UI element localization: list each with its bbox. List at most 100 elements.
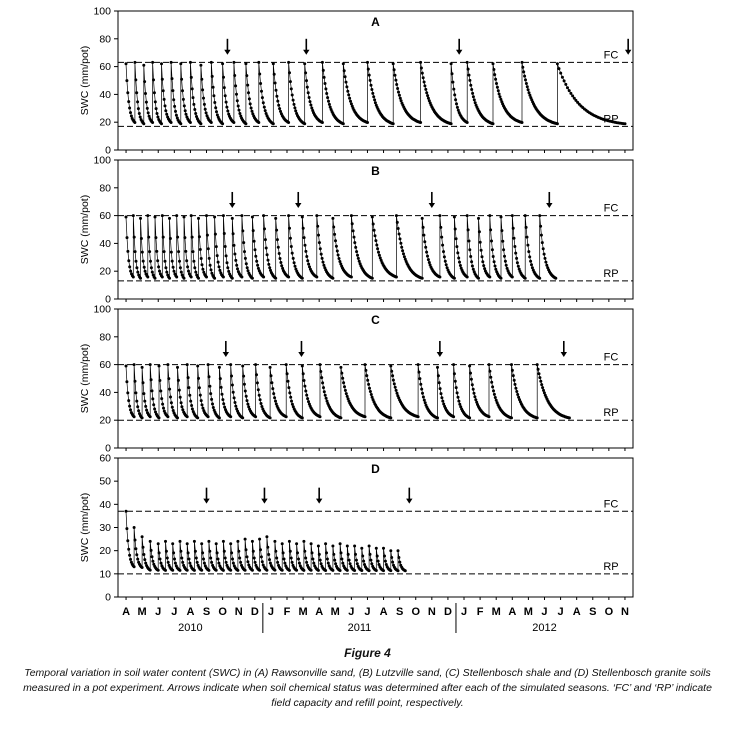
month-tick-label: O bbox=[411, 606, 420, 618]
fc-label: FC bbox=[604, 49, 619, 61]
panel-label: C bbox=[371, 313, 380, 327]
month-tick-label: F bbox=[477, 606, 484, 618]
month-tick-label: J bbox=[155, 606, 161, 618]
y-tick-label: 80 bbox=[99, 33, 111, 45]
month-tick-label: J bbox=[171, 606, 177, 618]
panel-label: B bbox=[371, 164, 380, 178]
month-tick-label: S bbox=[396, 606, 403, 618]
month-tick-label: S bbox=[203, 606, 210, 618]
plot-frame bbox=[117, 457, 634, 598]
y-tick-label: 20 bbox=[99, 415, 111, 427]
figure-title: Figure 4 bbox=[344, 646, 391, 660]
y-tick-label: 60 bbox=[99, 359, 111, 371]
y-tick-label: 80 bbox=[99, 331, 111, 343]
month-tick-label: A bbox=[508, 606, 516, 618]
year-label: 2012 bbox=[532, 622, 556, 634]
sampling-arrows bbox=[229, 191, 553, 208]
fc-label: FC bbox=[604, 203, 619, 215]
y-tick-label: 40 bbox=[99, 499, 111, 511]
month-tick-label: J bbox=[558, 606, 564, 618]
swc-series-points bbox=[124, 60, 627, 126]
y-tick-label: 100 bbox=[93, 304, 111, 316]
year-label: 2010 bbox=[178, 622, 202, 634]
rp-label: RP bbox=[603, 407, 618, 419]
year-label: 2011 bbox=[348, 622, 372, 634]
y-axis-title: SWC (mm/pot) bbox=[79, 344, 91, 413]
swc-series-line bbox=[125, 215, 556, 280]
sampling-arrows bbox=[222, 340, 567, 357]
y-axis-title: SWC (mm/pot) bbox=[79, 195, 91, 264]
swc-series-line bbox=[125, 62, 626, 125]
fc-label: FC bbox=[604, 498, 619, 510]
month-tick-label: J bbox=[461, 606, 467, 618]
y-tick-label: 60 bbox=[99, 453, 111, 465]
month-tick-label: M bbox=[492, 606, 501, 618]
y-tick-label: 20 bbox=[99, 266, 111, 278]
month-tick-label: M bbox=[331, 606, 340, 618]
y-tick-label: 0 bbox=[105, 145, 111, 156]
panel-label: A bbox=[371, 15, 380, 29]
y-tick-label: 40 bbox=[99, 387, 111, 399]
month-tick-label: F bbox=[284, 606, 291, 618]
y-tick-label: 100 bbox=[93, 6, 111, 18]
caption-line-1: Temporal variation in soil water content… bbox=[24, 667, 711, 679]
month-tick-label: O bbox=[605, 606, 614, 618]
figure-caption: Figure 4 Temporal variation in soil wate… bbox=[0, 646, 735, 712]
month-tick-label: M bbox=[138, 606, 147, 618]
month-tick-label: N bbox=[621, 606, 629, 618]
month-tick-label: J bbox=[364, 606, 370, 618]
month-tick-label: M bbox=[524, 606, 533, 618]
sampling-arrows bbox=[203, 487, 413, 504]
y-tick-label: 0 bbox=[105, 592, 111, 603]
month-tick-label: A bbox=[122, 606, 130, 618]
month-tick-label: N bbox=[428, 606, 436, 618]
plot-frame bbox=[117, 308, 634, 449]
month-tick-label: D bbox=[251, 606, 259, 618]
rp-label: RP bbox=[603, 268, 618, 280]
month-tick-label: A bbox=[186, 606, 194, 618]
y-tick-label: 20 bbox=[99, 117, 111, 129]
panel-d-chart: FC RP 0 10 20 30 40 50 60 SWC (mm/pot) D bbox=[79, 453, 634, 603]
y-tick-label: 30 bbox=[99, 522, 111, 534]
y-tick-label: 40 bbox=[99, 89, 111, 101]
caption-line-2: measured in a pot experiment. Arrows ind… bbox=[23, 682, 712, 695]
month-tick-label: N bbox=[235, 606, 243, 618]
y-tick-label: 60 bbox=[99, 61, 111, 73]
month-tick-label: J bbox=[348, 606, 354, 618]
y-tick-label: 0 bbox=[105, 443, 111, 454]
swc-series-points bbox=[124, 214, 558, 280]
month-tick-label: A bbox=[315, 606, 323, 618]
y-tick-label: 80 bbox=[99, 182, 111, 194]
caption-line-3: field capacity and refill point, respect… bbox=[271, 697, 464, 710]
y-tick-label: 40 bbox=[99, 238, 111, 250]
month-tick-label: D bbox=[444, 606, 452, 618]
fc-label: FC bbox=[604, 352, 619, 364]
sampling-arrows bbox=[224, 38, 632, 55]
panel-b-chart: FC RP 0 20 40 60 80 100 SWC (mm/pot) B bbox=[79, 155, 634, 305]
y-axis-title: SWC (mm/pot) bbox=[79, 493, 91, 562]
y-axis-title: SWC (mm/pot) bbox=[79, 46, 91, 115]
plot-frame bbox=[117, 10, 634, 151]
y-tick-label: 60 bbox=[99, 210, 111, 222]
y-tick-label: 100 bbox=[93, 155, 111, 167]
swc-series-points bbox=[124, 363, 571, 420]
y-tick-label: 10 bbox=[99, 568, 111, 580]
month-tick-label: J bbox=[541, 606, 547, 618]
month-tick-label: J bbox=[268, 606, 274, 618]
y-tick-label: 0 bbox=[105, 294, 111, 305]
month-tick-label: A bbox=[573, 606, 581, 618]
rp-label: RP bbox=[603, 561, 618, 573]
month-tick-label: O bbox=[218, 606, 227, 618]
y-tick-label: 20 bbox=[99, 545, 111, 557]
month-tick-label: A bbox=[380, 606, 388, 618]
month-tick-label: S bbox=[589, 606, 596, 618]
month-tick-label: M bbox=[298, 606, 307, 618]
y-tick-label: 50 bbox=[99, 476, 111, 488]
panel-c-chart: FC RP 0 20 40 60 80 100 SWC (mm/pot) C bbox=[79, 304, 634, 454]
swc-series-points bbox=[124, 509, 407, 573]
plot-frame bbox=[117, 159, 634, 300]
panel-label: D bbox=[371, 462, 380, 476]
